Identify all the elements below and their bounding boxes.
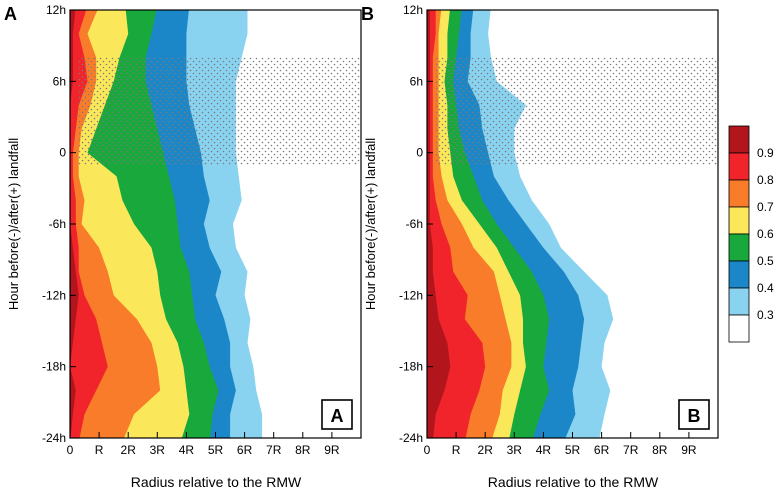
colorbar-swatch <box>728 179 750 208</box>
panel-a: A 0 R 2R 3R 4R 5R 6R 7R 8R 9R 12h 6h 0 -6h -12h -18h -2… <box>4 3 362 490</box>
x-tick-label: 9R <box>681 443 697 457</box>
colorbar: 0.9 0.8 0.7 0.6 0.5 0.4 0.3 <box>728 125 774 343</box>
x-tick-label: R <box>95 443 104 457</box>
x-tick-label: 0 <box>424 443 431 457</box>
y-tick-label: -18h <box>399 360 423 374</box>
contour-band-09-a <box>70 10 79 438</box>
y-tick-label: 0 <box>416 146 423 160</box>
y-axis-label-a: Hour before(-)/after(+) landfall <box>6 138 21 310</box>
y-axis-label-b: Hour before(-)/after(+) landfall <box>363 138 378 310</box>
panel-b: B 0 R 2R 3R 4R 5R 6R 7R 8R 9R 12h 6h 0 -6h -12h -18h -2… <box>361 3 719 490</box>
colorbar-label: 0.9 <box>757 146 774 160</box>
x-tick-label: 6R <box>594 443 610 457</box>
colorbar-swatch <box>728 314 750 343</box>
x-tick-label: 3R <box>507 443 523 457</box>
inset-label-b: B <box>688 406 701 426</box>
colorbar-label: 0.4 <box>757 281 774 295</box>
x-ticks-a: 0 R 2R 3R 4R 5R 6R 7R 8R 9R <box>67 432 340 457</box>
y-tick-label: 0 <box>59 146 66 160</box>
x-axis-label-b: Radius relative to the RMW <box>488 474 659 490</box>
y-tick-label: 12h <box>403 3 423 17</box>
x-tick-label: 0 <box>67 443 74 457</box>
x-tick-label: 2R <box>121 443 137 457</box>
colorbar-label: 0.6 <box>757 227 774 241</box>
colorbar-label: 0.7 <box>757 200 774 214</box>
y-tick-label: -6h <box>406 217 423 231</box>
x-tick-label: 4R <box>179 443 195 457</box>
colorbar-swatch <box>728 152 750 181</box>
y-tick-label: -24h <box>399 431 423 445</box>
x-ticks-b: 0 R 2R 3R 4R 5R 6R 7R 8R 9R <box>424 432 697 457</box>
colorbar-swatch <box>728 287 750 316</box>
x-tick-label: 6R <box>237 443 253 457</box>
x-tick-label: 5R <box>208 443 224 457</box>
x-tick-label: R <box>452 443 461 457</box>
colorbar-swatch <box>728 125 750 154</box>
x-tick-label: 3R <box>150 443 166 457</box>
x-tick-label: 8R <box>652 443 668 457</box>
y-tick-label: -24h <box>42 431 66 445</box>
x-axis-label-a: Radius relative to the RMW <box>131 474 302 490</box>
x-tick-label: 8R <box>295 443 311 457</box>
contour-band-08-a <box>70 10 108 438</box>
x-tick-label: 7R <box>623 443 639 457</box>
inset-badge-b: B <box>678 399 710 430</box>
inset-label-a: A <box>331 406 344 426</box>
colorbar-label: 0.3 <box>757 308 774 322</box>
inset-badge-a: A <box>321 399 353 430</box>
y-tick-label: -18h <box>42 360 66 374</box>
colorbar-label: 0.8 <box>757 173 774 187</box>
y-ticks-b: 12h 6h 0 -6h -12h -18h -24h <box>399 3 433 445</box>
x-tick-label: 2R <box>478 443 494 457</box>
y-ticks-a: 12h 6h 0 -6h -12h -18h -24h <box>42 3 76 445</box>
colorbar-swatch <box>728 206 750 235</box>
y-tick-label: 12h <box>46 3 66 17</box>
stippled-region-b <box>435 57 718 165</box>
y-tick-label: 6h <box>410 74 423 88</box>
x-tick-label: 7R <box>266 443 282 457</box>
x-tick-label: 9R <box>324 443 340 457</box>
colorbar-label: 0.5 <box>757 254 774 268</box>
stippled-region-a <box>78 57 361 165</box>
y-tick-label: -12h <box>399 288 423 302</box>
colorbar-swatch <box>728 233 750 262</box>
contour-band-09-b <box>427 10 451 438</box>
panel-label-b: B <box>361 4 374 24</box>
x-tick-label: 4R <box>536 443 552 457</box>
y-tick-label: -12h <box>42 288 66 302</box>
y-tick-label: -6h <box>49 217 66 231</box>
y-tick-label: 6h <box>53 74 66 88</box>
colorbar-swatch <box>728 260 750 289</box>
panel-label-a: A <box>4 4 17 24</box>
x-tick-label: 5R <box>565 443 581 457</box>
